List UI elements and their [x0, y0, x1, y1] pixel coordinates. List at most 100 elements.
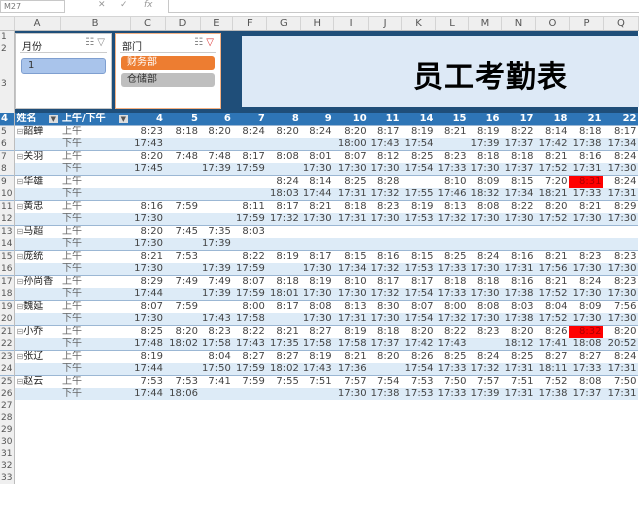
empty-cell[interactable] [603, 436, 638, 448]
time-cell[interactable]: 17:33 [435, 263, 469, 276]
row-header[interactable]: 12 [0, 213, 15, 226]
time-cell[interactable]: 17:59 [232, 363, 267, 376]
employee-name[interactable]: ⊟关羽 [14, 150, 60, 163]
row-header[interactable]: 16 [0, 263, 15, 276]
empty-cell[interactable] [603, 400, 638, 412]
time-cell[interactable] [569, 225, 604, 238]
empty-cell[interactable] [267, 448, 301, 460]
time-cell[interactable] [300, 388, 334, 400]
row-header[interactable]: 23 [0, 350, 15, 363]
time-cell[interactable]: 18:02 [266, 363, 301, 376]
half-day-label[interactable]: 下午 [60, 388, 130, 400]
time-cell[interactable]: 8:22 [232, 325, 267, 338]
time-cell[interactable]: 17:58 [300, 338, 334, 351]
time-cell[interactable]: 17:30 [603, 163, 639, 176]
time-cell[interactable]: 8:27 [232, 350, 267, 363]
multi-select-filter-icons[interactable]: ☷ ▽ [85, 37, 105, 48]
time-cell[interactable]: 8:24 [266, 175, 301, 188]
empty-cell[interactable] [569, 412, 603, 424]
time-cell[interactable]: 8:03 [501, 300, 536, 313]
time-cell[interactable]: 7:50 [435, 375, 469, 388]
time-cell[interactable]: 8:18 [468, 275, 502, 288]
time-cell[interactable]: 8:11 [232, 200, 267, 213]
empty-cell[interactable] [435, 400, 468, 412]
row-header[interactable]: 22 [0, 338, 15, 351]
time-cell[interactable]: 8:18 [266, 275, 301, 288]
empty-cell[interactable] [435, 460, 468, 472]
time-cell[interactable]: 8:17 [368, 125, 402, 138]
empty-cell[interactable] [60, 400, 130, 412]
column-header[interactable]: H [300, 17, 335, 31]
row-header[interactable]: 7 [0, 150, 15, 163]
row-header[interactable]: 20 [0, 313, 15, 326]
empty-cell[interactable] [569, 472, 603, 484]
empty-cell[interactable] [401, 472, 435, 484]
empty-cell[interactable] [130, 412, 165, 424]
empty-cell[interactable] [334, 424, 369, 436]
time-cell[interactable]: 8:20 [165, 325, 200, 338]
time-cell[interactable]: 17:43 [300, 363, 334, 376]
time-cell[interactable]: 8:25 [435, 250, 469, 263]
empty-cell[interactable] [233, 460, 267, 472]
half-day-label[interactable]: 上午 [60, 125, 130, 138]
time-cell[interactable]: 7:56 [603, 300, 639, 313]
time-cell[interactable] [266, 163, 301, 176]
empty-cell[interactable] [603, 472, 638, 484]
time-cell[interactable] [232, 388, 267, 400]
time-cell[interactable]: 8:19 [266, 250, 301, 263]
time-cell[interactable] [401, 225, 436, 238]
time-cell[interactable]: 8:08 [300, 300, 334, 313]
time-cell[interactable]: 8:27 [535, 350, 570, 363]
time-cell[interactable]: 8:10 [333, 275, 369, 288]
time-cell[interactable]: 18:01 [266, 288, 301, 301]
header-day[interactable]: 7 [232, 113, 267, 126]
empty-cell[interactable] [334, 472, 369, 484]
employee-name[interactable]: ⊟黄忠 [14, 200, 60, 213]
time-cell[interactable]: 8:23 [368, 200, 402, 213]
time-cell[interactable]: 17:32 [468, 363, 502, 376]
empty-cell[interactable] [301, 412, 334, 424]
collapse-icon[interactable]: ⊟ [16, 177, 24, 186]
time-cell[interactable] [266, 225, 301, 238]
time-cell[interactable]: 7:51 [300, 375, 334, 388]
time-cell[interactable] [603, 238, 639, 251]
time-cell[interactable]: 17:58 [200, 338, 233, 351]
half-day-label[interactable]: 下午 [60, 138, 130, 151]
header-half-filter[interactable]: 上午/下午 ▼ [60, 113, 130, 126]
empty-cell[interactable] [535, 448, 569, 460]
time-cell[interactable] [232, 138, 267, 151]
empty-cell[interactable] [603, 448, 638, 460]
half-day-label[interactable]: 上午 [60, 300, 130, 313]
time-cell[interactable] [468, 225, 502, 238]
time-cell[interactable]: 17:30 [603, 263, 639, 276]
empty-cell[interactable] [435, 412, 468, 424]
time-cell[interactable]: 8:17 [266, 200, 301, 213]
empty-cell[interactable] [535, 436, 569, 448]
employee-name[interactable] [14, 263, 60, 276]
empty-cell[interactable] [14, 424, 60, 436]
time-cell[interactable]: 7:48 [165, 150, 200, 163]
time-cell[interactable]: 7:53 [401, 375, 436, 388]
time-cell[interactable]: 17:30 [468, 313, 502, 326]
time-cell[interactable] [130, 188, 165, 201]
time-cell[interactable]: 8:22 [501, 200, 536, 213]
empty-cell[interactable] [501, 436, 535, 448]
time-cell[interactable]: 17:30 [300, 263, 334, 276]
time-cell[interactable]: 8:19 [333, 325, 369, 338]
time-cell[interactable]: 8:01 [300, 150, 334, 163]
time-cell[interactable]: 7:59 [232, 375, 267, 388]
time-cell[interactable]: 8:03 [232, 225, 267, 238]
time-cell[interactable]: 8:19 [300, 275, 334, 288]
time-cell[interactable]: 17:30 [603, 213, 639, 226]
half-day-label[interactable]: 上午 [60, 350, 130, 363]
header-name-filter[interactable]: 姓名 ▼ [14, 113, 60, 126]
time-cell[interactable]: 17:53 [401, 263, 436, 276]
header-day[interactable]: 22 [603, 113, 639, 126]
empty-cell[interactable] [301, 424, 334, 436]
time-cell[interactable]: 8:25 [333, 175, 369, 188]
empty-cell[interactable] [165, 424, 200, 436]
time-cell[interactable] [165, 163, 200, 176]
time-cell[interactable]: 7:52 [535, 375, 570, 388]
row-header[interactable]: 6 [0, 138, 15, 151]
time-cell[interactable] [200, 175, 233, 188]
